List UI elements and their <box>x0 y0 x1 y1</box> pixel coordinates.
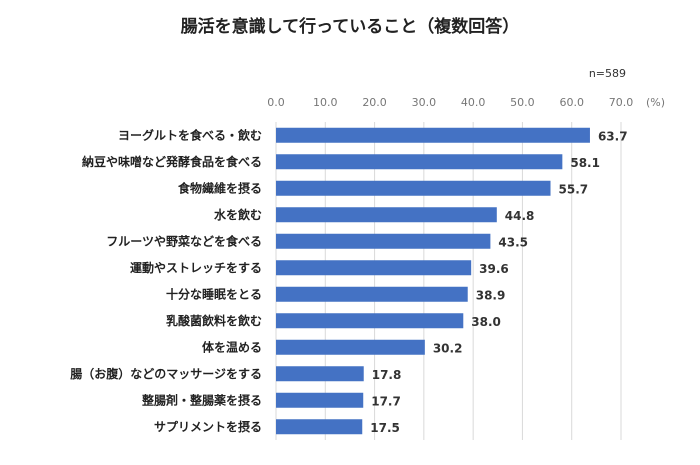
data-label: 30.2 <box>433 341 463 355</box>
sample-size-note: n=589 <box>589 67 626 80</box>
data-label: 55.7 <box>559 182 589 196</box>
category-label: ヨーグルトを食べる・飲む <box>118 127 262 142</box>
x-tick-label: 30.0 <box>412 96 437 109</box>
bar <box>276 339 425 355</box>
bar <box>276 286 468 302</box>
x-tick-label: 20.0 <box>362 96 387 109</box>
x-tick-label: 60.0 <box>559 96 584 109</box>
x-tick-label: 0.0 <box>267 96 285 109</box>
category-label: 十分な睡眠をとる <box>166 286 262 301</box>
category-label: 納豆や味噌など発酵食品を食べる <box>82 154 262 169</box>
x-tick-label: 50.0 <box>510 96 535 109</box>
bar <box>276 260 472 276</box>
bar <box>276 366 364 382</box>
category-label: 水を飲む <box>214 207 262 222</box>
bar <box>276 419 363 435</box>
data-label: 17.5 <box>370 421 400 435</box>
data-label: 38.0 <box>471 315 501 329</box>
bar <box>276 154 563 170</box>
chart-title: 腸活を意識して行っていること（複数回答） <box>181 16 520 37</box>
data-label: 44.8 <box>505 209 535 223</box>
bar <box>276 392 364 408</box>
bar <box>276 313 464 329</box>
bar <box>276 233 491 249</box>
data-label: 17.8 <box>372 368 402 382</box>
data-label: 43.5 <box>498 235 528 249</box>
data-label: 39.6 <box>479 262 509 276</box>
category-label: 乳酸菌飲料を飲む <box>166 313 262 328</box>
category-label: 食物繊維を摂る <box>177 180 262 195</box>
x-tick-label: 70.0 <box>609 96 634 109</box>
category-label: 体を温める <box>202 339 262 354</box>
category-label: 腸（お腹）などのマッサージをする <box>70 366 262 381</box>
bar <box>276 127 590 143</box>
category-label: 運動やストレッチをする <box>130 260 262 275</box>
category-label: 整腸剤・整腸薬を摂る <box>141 392 262 407</box>
unit-label: (%) <box>646 96 665 109</box>
category-label: サプリメントを摂る <box>154 419 262 434</box>
bar <box>276 180 551 196</box>
data-label: 63.7 <box>598 129 628 143</box>
x-tick-label: 40.0 <box>461 96 486 109</box>
bar <box>276 207 497 223</box>
x-tick-label: 10.0 <box>313 96 338 109</box>
data-label: 17.7 <box>371 394 401 408</box>
category-label: フルーツや野菜などを食べる <box>106 233 262 248</box>
data-label: 58.1 <box>570 156 600 170</box>
data-label: 38.9 <box>476 288 506 302</box>
